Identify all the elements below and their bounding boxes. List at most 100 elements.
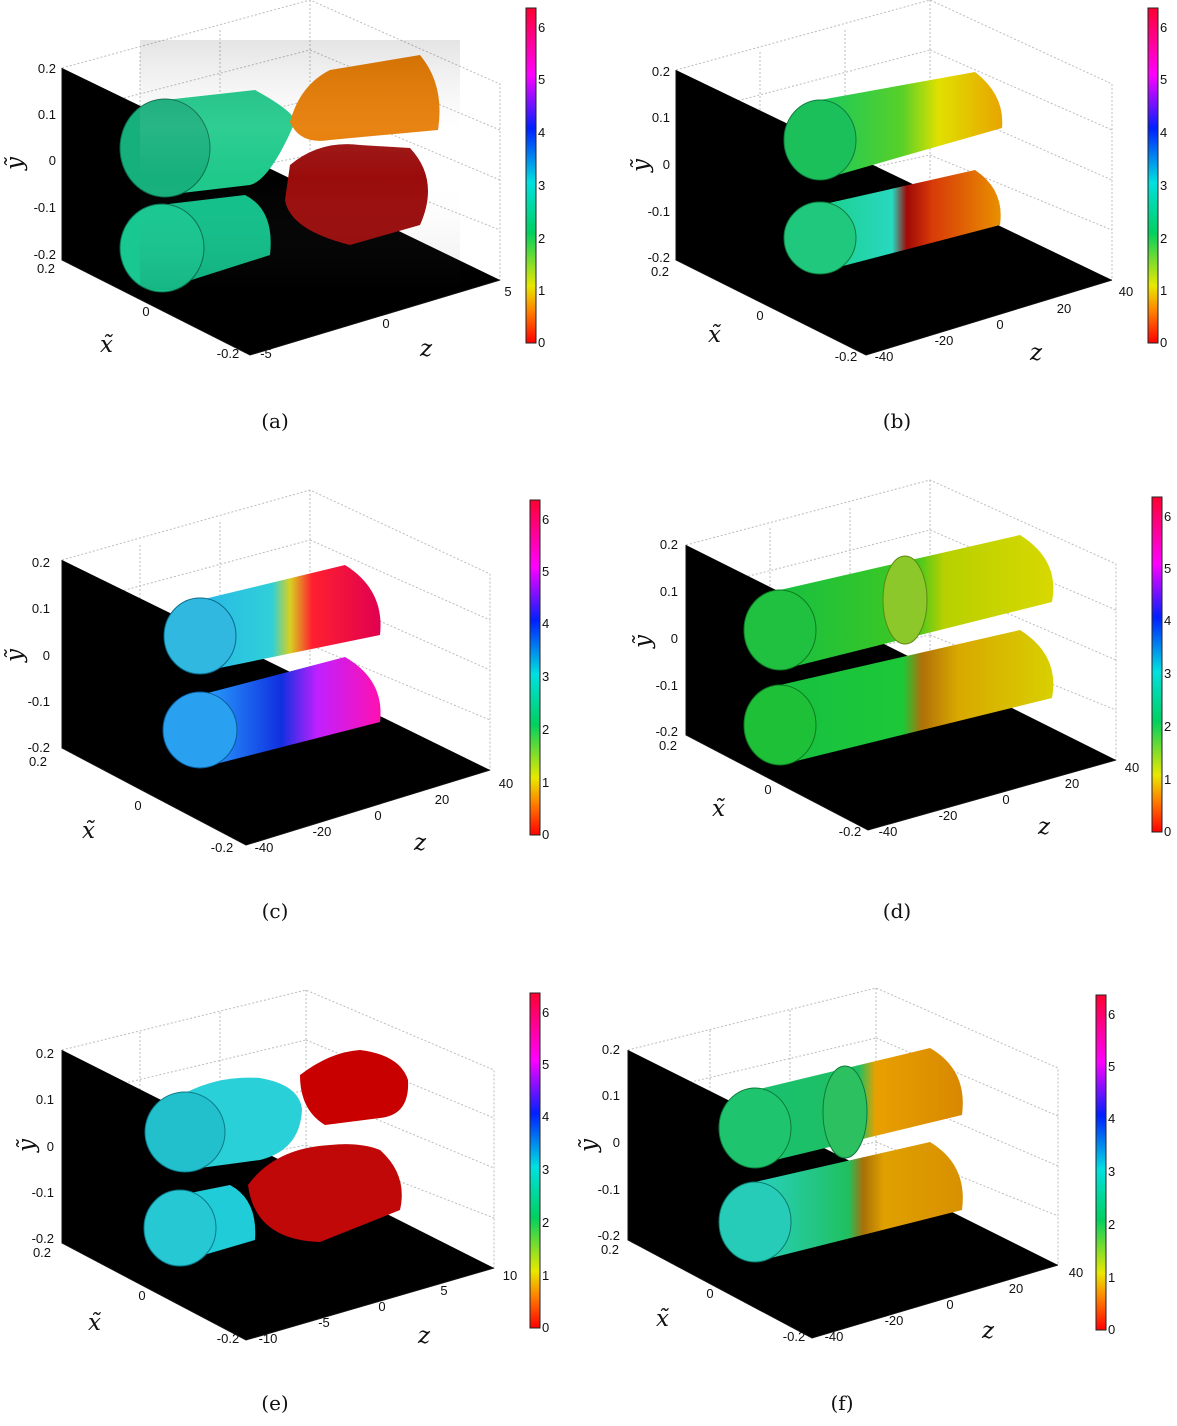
xtick-label: 0.2 xyxy=(659,738,677,753)
xtick-label: -0.2 xyxy=(211,840,233,855)
xtick-label: 0 xyxy=(138,1288,145,1303)
z-axis-label: z xyxy=(419,336,433,362)
ztick-label: 0 xyxy=(382,316,389,331)
tube-e-upper-right xyxy=(300,1050,409,1125)
xtick-label: 0 xyxy=(134,798,141,813)
xtick-label: 0.2 xyxy=(33,1245,51,1260)
colorbar-c xyxy=(529,499,541,836)
tube-c-upper-end xyxy=(163,597,237,675)
ytick-label: -0.1 xyxy=(34,200,56,215)
ctick-label: 4 xyxy=(542,616,549,631)
ztick-label: 40 xyxy=(1119,284,1133,299)
yticks-c: 0.2 0.1 0 -0.1 -0.2 xyxy=(28,555,50,755)
ctick-label: 6 xyxy=(538,20,545,35)
ctick-label: 0 xyxy=(1164,824,1171,839)
ytick-label: -0.2 xyxy=(32,1231,54,1246)
tube-f-lower-end xyxy=(718,1181,792,1263)
xticks-a: 0.2 0 -0.2 xyxy=(37,261,239,361)
ztick-label: -40 xyxy=(255,840,274,855)
ctick-label: 6 xyxy=(542,512,549,527)
ctick-label: 2 xyxy=(1164,719,1171,734)
shading-a xyxy=(140,40,460,290)
tube-c-lower-end xyxy=(162,691,238,769)
ztick-label: 5 xyxy=(440,1283,447,1298)
ytick-label: 0 xyxy=(663,157,670,172)
ctick-label: 4 xyxy=(1108,1111,1115,1126)
xtick-label: -0.2 xyxy=(217,1331,239,1346)
tube-f-upper-end xyxy=(718,1087,792,1169)
zticks-e: -10 -5 0 5 10 xyxy=(259,1268,518,1346)
zticks-d: -40 -20 0 20 40 xyxy=(879,760,1140,839)
ytick-label: 0.1 xyxy=(36,1092,54,1107)
y-axis-label: ỹ xyxy=(14,1138,40,1153)
xticks-c: 0.2 0 -0.2 xyxy=(29,754,233,855)
x-axis-label: x̃ xyxy=(708,322,722,348)
panel-f: 0.2 0.1 0 -0.1 -0.2 0.2 0 -0.2 -40 -20 0… xyxy=(576,987,1115,1415)
ctick-label: 2 xyxy=(1160,231,1167,246)
x-axis-label: x̃ xyxy=(712,796,726,822)
x-axis-label: x̃ xyxy=(100,332,114,358)
ctick-label: 2 xyxy=(542,1215,549,1230)
tube-b-lower-end xyxy=(783,201,857,275)
ztick-label: 0 xyxy=(946,1297,953,1312)
zticks-a: -5 0 5 xyxy=(260,284,511,361)
y-axis-label: ỹ xyxy=(628,158,654,173)
tube-d-upper-ring xyxy=(882,555,928,645)
ctick-label: 5 xyxy=(542,564,549,579)
ctick-label: 5 xyxy=(1108,1059,1115,1074)
ztick-label: 20 xyxy=(435,792,449,807)
ztick-label: -10 xyxy=(259,1331,278,1346)
ctick-label: 4 xyxy=(542,1109,549,1124)
ytick-label: 0.2 xyxy=(660,537,678,552)
ztick-label: 5 xyxy=(504,284,511,299)
tube-c-lower xyxy=(200,657,381,768)
ctick-label: 0 xyxy=(542,827,549,842)
yticks-f: 0.2 0.1 0 -0.1 -0.2 xyxy=(598,1042,620,1243)
ctick-label: 1 xyxy=(1108,1270,1115,1285)
ztick-label: -5 xyxy=(318,1315,330,1330)
ytick-label: 0 xyxy=(671,631,678,646)
x-axis-label: x̃ xyxy=(88,1310,102,1336)
panel-e: 0.2 0.1 0 -0.1 -0.2 0.2 0 -0.2 -10 -5 0 … xyxy=(14,989,549,1415)
tube-d-lower-end xyxy=(743,684,817,766)
zticks-b: -40 -20 0 20 40 xyxy=(875,284,1134,364)
ctick-label: 3 xyxy=(1164,666,1171,681)
ytick-label: 0 xyxy=(47,1139,54,1154)
ctick-label: 5 xyxy=(1160,72,1167,87)
yticks-b: 0.2 0.1 0 -0.1 -0.2 xyxy=(648,64,670,265)
ytick-label: -0.2 xyxy=(656,724,678,739)
ctick-label: 5 xyxy=(538,72,545,87)
ztick-label: -20 xyxy=(939,808,958,823)
ctick-label: 1 xyxy=(1160,283,1167,298)
ctick-label: 6 xyxy=(1108,1007,1115,1022)
tube-f-upper-ring xyxy=(822,1065,868,1159)
ctick-label: 1 xyxy=(538,283,545,298)
ctick-label: 5 xyxy=(542,1057,549,1072)
ctick-label: 1 xyxy=(1164,772,1171,787)
tube-e-lower-left-end xyxy=(143,1189,217,1267)
ctick-label: 4 xyxy=(538,125,545,140)
colorbar-d xyxy=(1151,496,1163,833)
panel-caption: (b) xyxy=(883,409,911,433)
z-axis-label: z xyxy=(413,830,427,856)
xtick-label: -0.2 xyxy=(835,349,857,364)
ytick-label: -0.2 xyxy=(598,1228,620,1243)
y-axis-label: ỹ xyxy=(2,648,28,663)
ytick-label: -0.1 xyxy=(28,694,50,709)
cticks-f: 0 1 2 3 4 5 6 xyxy=(1108,1007,1115,1337)
yticks-a: 0.2 0.1 0 -0.1 -0.2 xyxy=(34,61,56,262)
xtick-label: 0 xyxy=(706,1286,713,1301)
x-axis-label: x̃ xyxy=(656,1306,670,1332)
ztick-label: 40 xyxy=(1125,760,1139,775)
ctick-label: 0 xyxy=(1160,335,1167,350)
ytick-label: -0.2 xyxy=(28,740,50,755)
z-axis-label: z xyxy=(1029,340,1043,366)
ctick-label: 6 xyxy=(1160,20,1167,35)
panel-c: 0.2 0.1 0 -0.1 -0.2 0.2 0 -0.2 -40 -20 0… xyxy=(2,489,549,923)
ctick-label: 2 xyxy=(1108,1217,1115,1232)
ytick-label: 0.2 xyxy=(32,555,50,570)
ztick-label: 0 xyxy=(996,317,1003,332)
ztick-label: -40 xyxy=(825,1329,844,1344)
xticks-d: 0.2 0 -0.2 xyxy=(659,738,861,839)
ytick-label: 0.2 xyxy=(38,61,56,76)
